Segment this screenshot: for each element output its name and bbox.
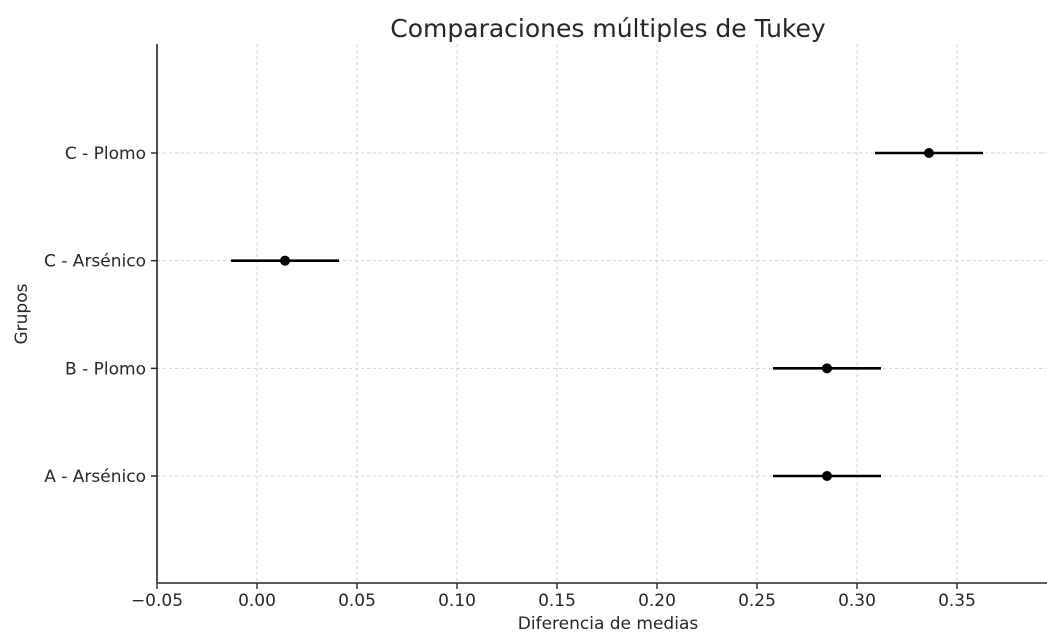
- axes-spines: [156, 44, 1047, 584]
- x-tick-label: −0.05: [131, 591, 183, 611]
- y-tick-label: C - Arsénico: [44, 252, 146, 272]
- x-tick-label: 0.05: [338, 591, 376, 611]
- chart-title: Comparaciones múltiples de Tukey: [390, 14, 826, 43]
- x-tick-label: 0.20: [638, 591, 676, 611]
- x-tick-label: 0.25: [738, 591, 776, 611]
- mean-point: [280, 255, 290, 266]
- y-axis-label: Grupos: [12, 283, 32, 344]
- y-tick-label: A - Arsénico: [44, 467, 146, 487]
- interval-marks: [231, 148, 983, 481]
- x-axis-ticks: −0.05 0.00 0.05 0.10 0.15 0.20 0.25 0.30 0.35: [131, 583, 976, 611]
- x-tick-label: 0.30: [838, 591, 876, 611]
- x-tick-label: 0.15: [538, 591, 576, 611]
- x-tick-label: 0.35: [938, 591, 976, 611]
- grid-lines: [156, 44, 1047, 583]
- mean-point: [822, 471, 832, 481]
- x-tick-label: 0.10: [438, 591, 476, 611]
- y-tick-label: B - Plomo: [65, 359, 146, 379]
- mean-point: [822, 363, 832, 374]
- x-axis-label: Diferencia de medias: [518, 614, 699, 632]
- y-tick-label: C - Plomo: [65, 144, 146, 164]
- y-axis-ticks: A - Arsénico B - Plomo C - Arsénico C - Plo…: [44, 144, 157, 487]
- x-tick-label: 0.00: [238, 591, 276, 611]
- mean-point: [924, 148, 934, 158]
